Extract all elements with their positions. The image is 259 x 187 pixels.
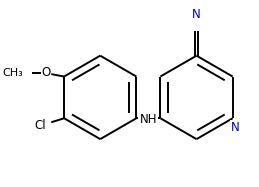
Text: O: O xyxy=(42,66,51,79)
Text: N: N xyxy=(192,8,201,21)
Text: NH: NH xyxy=(140,113,157,125)
Text: N: N xyxy=(231,121,239,134)
Text: CH₃: CH₃ xyxy=(2,68,23,78)
Text: Cl: Cl xyxy=(34,119,46,132)
